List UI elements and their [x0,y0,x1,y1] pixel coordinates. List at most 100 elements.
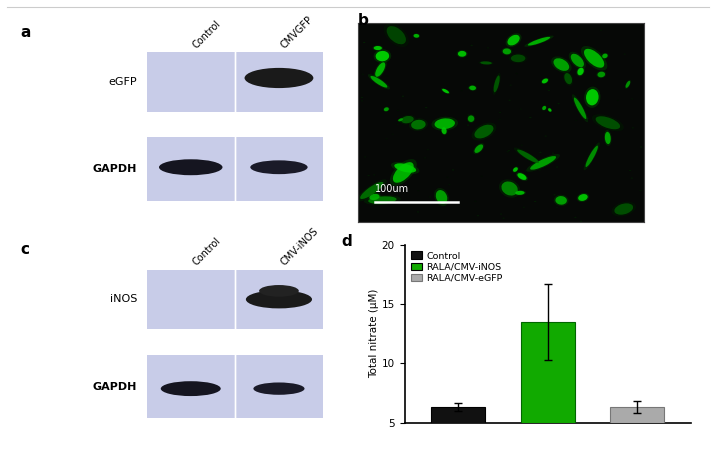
Ellipse shape [259,163,299,172]
Ellipse shape [386,76,388,77]
Ellipse shape [629,170,632,171]
Ellipse shape [631,98,634,99]
Ellipse shape [524,36,553,47]
Ellipse shape [395,164,416,173]
Ellipse shape [474,201,477,202]
Ellipse shape [626,81,630,88]
Ellipse shape [639,190,642,191]
Ellipse shape [501,48,513,55]
Ellipse shape [441,88,450,94]
Ellipse shape [523,207,525,208]
Ellipse shape [545,135,547,137]
Text: CMVGFP: CMVGFP [279,14,315,50]
Ellipse shape [526,154,560,172]
Text: GAPDH: GAPDH [93,382,137,391]
Ellipse shape [369,194,379,200]
Ellipse shape [429,196,431,198]
Ellipse shape [412,33,420,38]
Ellipse shape [514,190,526,195]
Ellipse shape [534,201,536,202]
Ellipse shape [548,90,550,91]
Text: a: a [21,25,31,40]
Text: eGFP: eGFP [109,77,137,87]
Ellipse shape [362,74,364,75]
Ellipse shape [367,175,369,176]
Ellipse shape [556,207,558,208]
Ellipse shape [246,290,312,309]
Ellipse shape [442,127,447,134]
Ellipse shape [556,196,567,205]
Ellipse shape [553,194,556,195]
Ellipse shape [506,151,509,152]
Ellipse shape [368,196,397,204]
Ellipse shape [493,73,500,95]
Ellipse shape [508,35,520,45]
Ellipse shape [510,85,512,86]
Ellipse shape [575,120,577,121]
Ellipse shape [373,174,375,176]
Ellipse shape [581,46,607,71]
Ellipse shape [478,61,493,65]
Ellipse shape [508,54,528,63]
Y-axis label: Total nitrate (μM): Total nitrate (μM) [369,289,379,378]
Text: GAPDH: GAPDH [93,164,137,174]
Ellipse shape [528,37,551,46]
Ellipse shape [499,179,521,198]
Ellipse shape [576,193,589,202]
Ellipse shape [564,73,572,84]
Ellipse shape [512,49,514,50]
Ellipse shape [614,203,633,215]
Text: c: c [21,242,29,257]
Ellipse shape [390,159,417,186]
Ellipse shape [393,162,414,183]
Legend: Control, RALA/CMV-iNOS, RALA/CMV-eGFP: Control, RALA/CMV-iNOS, RALA/CMV-eGFP [410,249,505,285]
Ellipse shape [632,127,634,128]
Ellipse shape [493,75,500,92]
Ellipse shape [364,156,367,158]
Ellipse shape [586,89,599,105]
Ellipse shape [368,74,390,89]
Ellipse shape [374,46,382,50]
Ellipse shape [596,71,606,78]
Ellipse shape [432,117,458,131]
Ellipse shape [159,159,223,175]
Ellipse shape [592,114,624,131]
Bar [431,407,485,423]
Ellipse shape [397,124,399,125]
Ellipse shape [516,191,525,195]
Ellipse shape [357,179,387,201]
Ellipse shape [580,221,582,222]
Ellipse shape [360,182,383,199]
Ellipse shape [384,107,389,111]
Ellipse shape [397,118,404,122]
Ellipse shape [551,159,553,161]
Ellipse shape [530,156,556,170]
Ellipse shape [505,33,521,47]
Ellipse shape [558,103,560,104]
Bar [147,355,323,419]
Ellipse shape [501,182,518,195]
Ellipse shape [514,147,542,165]
Ellipse shape [541,105,547,111]
Ellipse shape [372,45,383,51]
Ellipse shape [503,218,505,219]
Ellipse shape [363,42,365,43]
Ellipse shape [548,108,552,112]
Ellipse shape [446,177,449,178]
Ellipse shape [576,67,585,76]
Ellipse shape [385,138,387,139]
Bar [610,407,664,423]
Bar [147,270,323,329]
Ellipse shape [513,167,518,172]
Ellipse shape [539,152,541,153]
Bar [147,138,323,201]
Ellipse shape [265,287,293,295]
Ellipse shape [441,126,448,135]
Ellipse shape [548,108,551,112]
Ellipse shape [245,68,314,88]
Ellipse shape [427,149,429,150]
Ellipse shape [529,117,531,118]
Ellipse shape [468,87,470,89]
Ellipse shape [574,97,586,119]
Ellipse shape [168,162,213,173]
